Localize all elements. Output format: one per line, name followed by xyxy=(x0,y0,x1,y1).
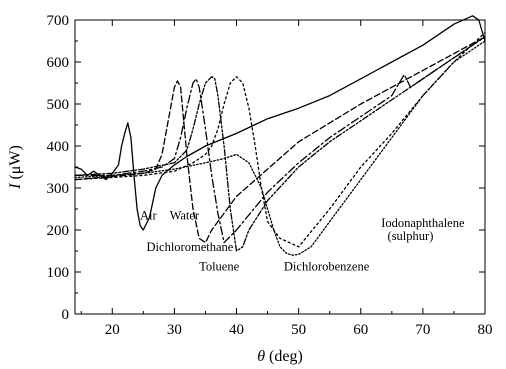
x-tick-label: 50 xyxy=(291,322,306,338)
series-line-1 xyxy=(74,15,486,231)
annotation-sulphur: (sulphur) xyxy=(388,229,434,243)
y-tick-label: 500 xyxy=(47,97,70,113)
x-tick-label: 60 xyxy=(353,322,368,338)
annotation-iodonaphthalene: Iodonaphthalene xyxy=(381,216,465,230)
x-tick-label: 70 xyxy=(415,322,430,338)
tick-layer: 20 30 40 50 60 70 80 0 100 200 300 400 500 600 700 xyxy=(47,13,493,338)
annotation-toluene: Toluene xyxy=(199,260,240,274)
y-tick-label: 100 xyxy=(47,265,70,281)
y-tick-label: 600 xyxy=(47,55,70,71)
plot-layer xyxy=(74,15,486,256)
annotation-air: Air xyxy=(140,209,158,223)
series-line-4 xyxy=(74,36,486,252)
plot-frame xyxy=(74,19,486,315)
x-tick-label: 20 xyxy=(105,322,120,338)
series-line-5 xyxy=(74,31,486,248)
series-line-6 xyxy=(74,40,486,256)
x-axis-symbol: θ xyxy=(257,348,265,365)
annotation-dichloromethane: Dichloromethane xyxy=(147,240,234,254)
series-line-3 xyxy=(74,36,486,244)
y-tick-label: 400 xyxy=(47,139,70,155)
annotation-dichlorobenzene: Dichlorobenzene xyxy=(284,260,370,274)
series-line-2 xyxy=(74,36,486,244)
y-tick-label: 200 xyxy=(47,223,70,239)
y-axis-label: I (μW) xyxy=(7,145,24,190)
annotation-water: Water xyxy=(170,209,200,223)
x-axis-label: θ (deg) xyxy=(257,348,303,365)
y-tick-label: 300 xyxy=(47,181,70,197)
x-axis-unit: (deg) xyxy=(265,348,303,365)
x-tick-label: 30 xyxy=(167,322,182,338)
annotation-layer: Air Water Dichloromethane Toluene Dichlorobe… xyxy=(140,209,465,274)
x-tick-label: 80 xyxy=(478,322,493,338)
x-tick-label: 40 xyxy=(229,322,244,338)
y-axis-unit: (μW) xyxy=(7,145,24,183)
y-tick-label: 0 xyxy=(62,307,70,323)
y-tick-label: 700 xyxy=(47,13,70,29)
y-axis-symbol: I xyxy=(7,183,24,190)
